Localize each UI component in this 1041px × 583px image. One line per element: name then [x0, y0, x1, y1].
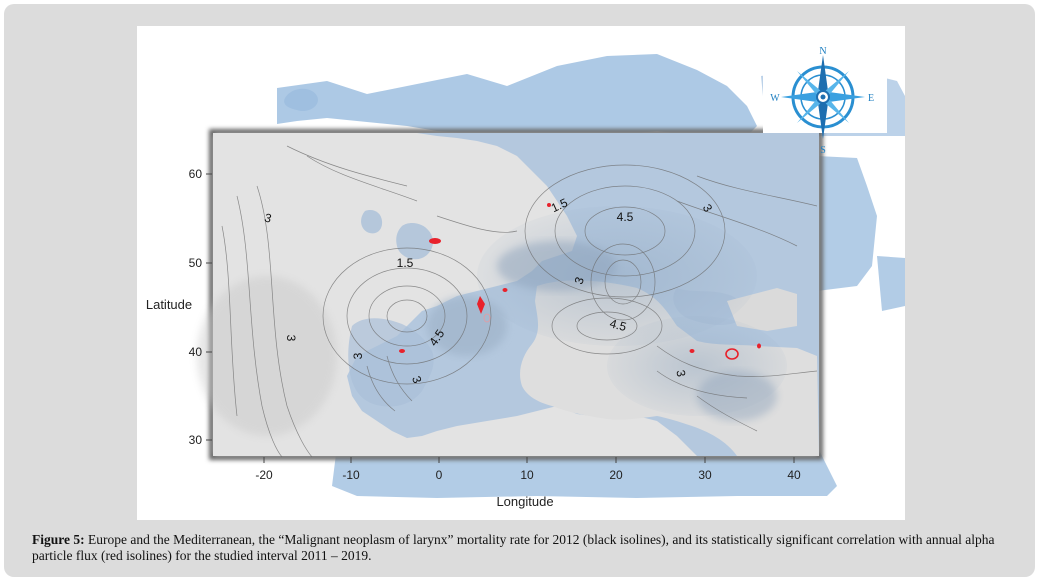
x-tick-label: 10: [520, 468, 534, 482]
map-box: [197, 129, 823, 463]
x-tick-label: -10: [342, 468, 360, 482]
isoline-value-label: 3: [409, 374, 425, 385]
isoline-value-label: 3: [673, 369, 688, 378]
x-tick-label: 30: [698, 468, 712, 482]
y-tick-label: 30: [189, 433, 203, 447]
compass-rose-icon: N E S W: [763, 46, 887, 156]
y-tick-label: 60: [189, 167, 203, 181]
isoline-value-label: 3: [351, 352, 365, 359]
figure-card: 3 1.5 1.5 4.5 3 3 4.5 3 3 4.5 3 3 -20 -10 0 10 20 30 40 6…: [4, 4, 1035, 577]
x-tick-label: 0: [436, 468, 443, 482]
isoline-value-label: 1.5: [397, 256, 414, 270]
isoline-value-label: 3: [572, 275, 588, 286]
figure-caption: Figure 5: Europe and the Mediterranean, …: [32, 532, 1022, 564]
caption-prefix: Figure 5:: [32, 532, 85, 547]
isoline-value-label: 3: [284, 335, 298, 342]
map-panel: 3 1.5 1.5 4.5 3 3 4.5 3 3 4.5 3 3 -20 -10 0 10 20 30 40 6…: [137, 26, 905, 520]
axis-ticks: [206, 173, 795, 463]
y-tick-label: 50: [189, 256, 203, 270]
red-isolines: [399, 203, 761, 353]
x-tick-label: 40: [787, 468, 801, 482]
x-axis-label: Longitude: [496, 494, 553, 509]
isoline-value-label: 1.5: [549, 195, 570, 215]
x-tick-label: -20: [255, 468, 273, 482]
compass-south-label: S: [820, 145, 826, 156]
compass-west-label: W: [770, 93, 780, 104]
isoline-value-label: 4.5: [608, 316, 628, 334]
compass-north-label: N: [819, 46, 826, 57]
compass-east-label: E: [868, 93, 874, 104]
isoline-value-label: 3: [263, 211, 273, 226]
y-axis-label: Latitude: [146, 297, 192, 312]
caption-text: Europe and the Mediterranean, the “Malig…: [32, 532, 995, 563]
x-tick-label: 20: [609, 468, 623, 482]
isoline-value-label: 4.5: [617, 210, 634, 224]
black-isolines: [221, 145, 818, 458]
y-tick-label: 40: [189, 345, 203, 359]
